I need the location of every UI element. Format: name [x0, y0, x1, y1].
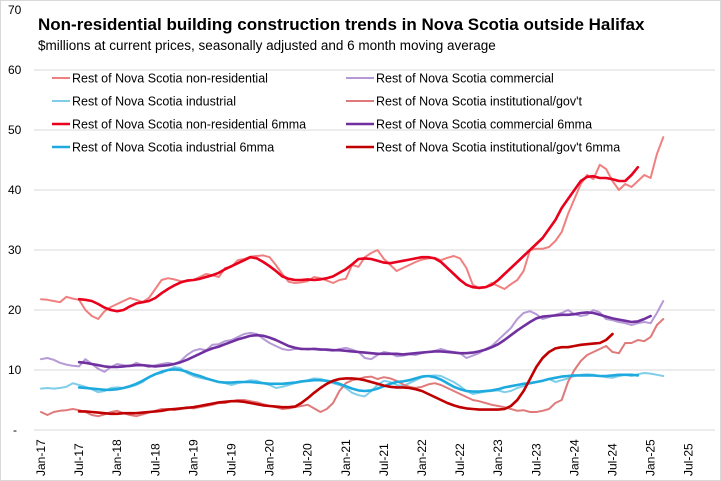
series-line-7 — [77, 332, 614, 416]
x-tick-label: Jan-23 — [491, 439, 505, 476]
legend-item: Rest of Nova Scotia commercial 6mma — [346, 118, 592, 132]
y-tick-label: 40 — [8, 183, 22, 197]
x-tick-label: Jan-19 — [186, 439, 200, 476]
series-line-2 — [40, 366, 665, 398]
x-tick-label: Jul-24 — [606, 443, 620, 476]
legend-item: Rest of Nova Scotia industrial — [52, 95, 236, 109]
x-tick-label: Jul-17 — [72, 443, 86, 476]
series-line-4 — [77, 165, 640, 313]
x-tick-label: Jul-23 — [529, 443, 543, 476]
legend: Rest of Nova Scotia non-residential Rest … — [52, 72, 620, 155]
x-tick-label: Jan-18 — [110, 439, 124, 476]
series-lines — [40, 136, 665, 418]
series-line-5 — [77, 311, 652, 369]
chart-subtitle: $millions at current prices, seasonally … — [38, 38, 496, 53]
legend-item: Rest of Nova Scotia non-residential 6mma — [52, 118, 306, 132]
legend-item: Rest of Nova Scotia commercial — [346, 72, 554, 86]
legend-label: Rest of Nova Scotia institutional/gov't — [376, 95, 582, 109]
y-tick-label: 70 — [8, 3, 22, 17]
series-line-0 — [40, 136, 665, 320]
x-tick-label: Jan-21 — [339, 439, 353, 476]
legend-item: Rest of Nova Scotia industrial 6mma — [52, 141, 274, 155]
x-tick-label: Jan-20 — [263, 439, 277, 476]
x-tick-label: Jan-25 — [644, 439, 658, 476]
legend-item: Rest of Nova Scotia institutional/gov't … — [346, 141, 620, 155]
y-tick-label: - — [13, 423, 17, 437]
legend-label: Rest of Nova Scotia commercial — [376, 72, 554, 86]
x-tick-label: Jul-20 — [301, 443, 315, 476]
gridlines — [34, 69, 715, 431]
legend-label: Rest of Nova Scotia commercial 6mma — [376, 118, 592, 132]
legend-label: Rest of Nova Scotia non-residential — [72, 72, 268, 86]
y-tick-label: 20 — [8, 303, 22, 317]
y-tick-label: 60 — [8, 63, 22, 77]
series-line-1 — [40, 300, 665, 373]
x-tick-label: Jul-18 — [148, 443, 162, 476]
y-tick-label: 30 — [8, 243, 22, 257]
legend-item: Rest of Nova Scotia institutional/gov't — [346, 95, 582, 109]
chart-title: Non-residential building construction tr… — [38, 15, 645, 34]
x-tick-label: Jul-21 — [377, 443, 391, 476]
legend-item: Rest of Nova Scotia non-residential — [52, 72, 268, 86]
x-tick-label: Jan-24 — [567, 439, 581, 476]
series-line-3 — [40, 318, 665, 418]
series-line-6 — [77, 368, 640, 393]
x-tick-label: Jan-17 — [34, 439, 48, 476]
x-tick-label: Jul-19 — [225, 443, 239, 476]
y-axis: - 10 20 30 40 50 60 70 — [8, 3, 22, 437]
x-tick-label: Jan-22 — [415, 439, 429, 476]
x-axis: Jan-17 Jul-17 Jan-18 Jul-18 Jan-19 Jul-19 Jan-… — [34, 439, 696, 476]
legend-label: Rest of Nova Scotia institutional/gov't … — [376, 141, 620, 155]
legend-label: Rest of Nova Scotia non-residential 6mma — [72, 118, 306, 132]
y-tick-label: 50 — [8, 123, 22, 137]
x-tick-label: Jul-25 — [682, 443, 696, 476]
legend-label: Rest of Nova Scotia industrial 6mma — [72, 141, 274, 155]
y-tick-label: 10 — [8, 363, 22, 377]
x-tick-label: Jul-22 — [453, 443, 467, 476]
legend-label: Rest of Nova Scotia industrial — [72, 95, 236, 109]
